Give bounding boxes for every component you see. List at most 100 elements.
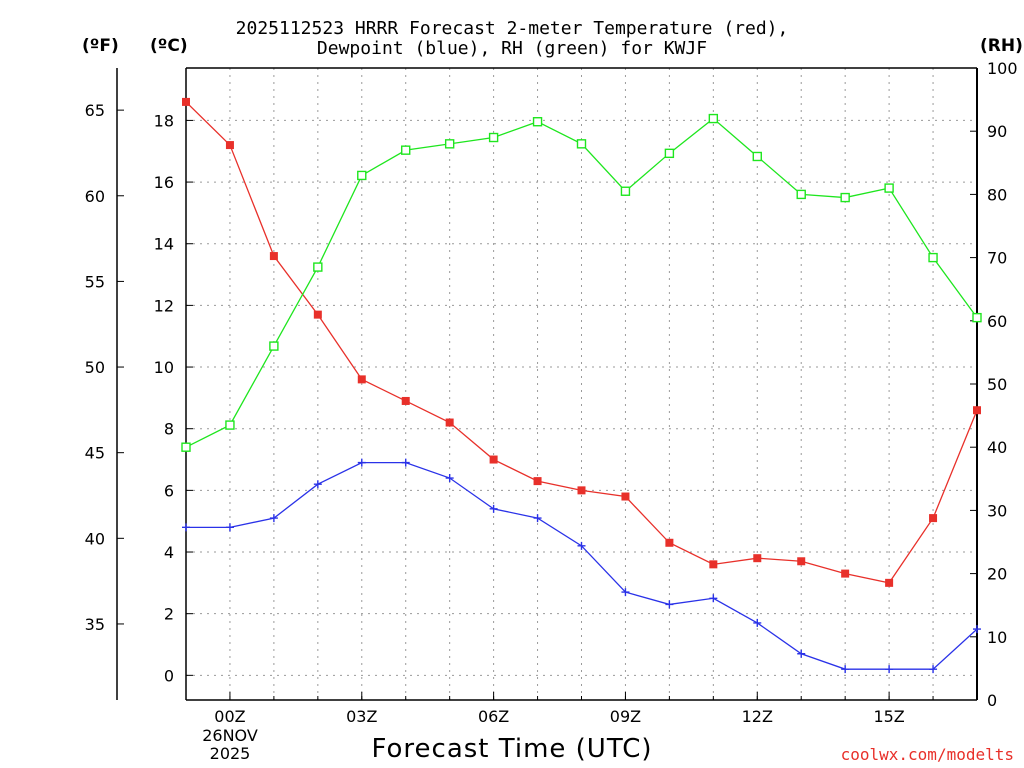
fahrenheit-tick-label: 60 <box>85 187 105 206</box>
rh-tick-label: 40 <box>987 438 1007 457</box>
celsius-tick-label: 12 <box>154 296 174 315</box>
2-meter-temperature-point <box>533 477 542 486</box>
2-meter-temperature-point <box>182 97 190 106</box>
2-meter-temperature-point <box>445 418 454 427</box>
x-tick-label: 09Z <box>610 707 641 726</box>
dewpoint-point <box>533 514 542 523</box>
fahrenheit-tick-label: 35 <box>85 615 105 634</box>
rh-unit-label: (RH) <box>980 36 1023 56</box>
2-meter-temperature-point <box>797 557 806 566</box>
rh-tick-label: 0 <box>987 691 997 710</box>
rh-point <box>357 170 367 181</box>
rh-point <box>620 186 631 196</box>
celsius-unit-label: (ºC) <box>150 36 188 56</box>
dewpoint-point <box>269 514 278 523</box>
rh-point <box>752 151 762 162</box>
dewpoint-point <box>929 665 938 674</box>
source-credit: coolwx.com/modelts <box>840 745 1014 764</box>
rh-tick-label: 50 <box>987 375 1007 394</box>
2-meter-temperature-point <box>357 375 366 384</box>
celsius-tick-label: 6 <box>164 481 174 500</box>
rh-point <box>401 145 411 155</box>
2-meter-temperature-point <box>841 569 850 578</box>
2-meter-temperature-point <box>665 538 674 547</box>
rh-point <box>928 252 938 263</box>
celsius-tick-label: 2 <box>164 605 174 624</box>
date-label-year: 2025 <box>209 744 251 763</box>
celsius-tick-label: 18 <box>154 111 174 130</box>
dewpoint-point <box>225 523 234 532</box>
chart-title-line2: Dewpoint (blue), RH (green) for KWJF <box>316 38 708 59</box>
rh-point <box>269 341 279 351</box>
rh-point <box>664 148 675 159</box>
dewpoint-point <box>182 523 190 532</box>
fahrenheit-tick-label: 45 <box>85 444 105 463</box>
dewpoint-point <box>841 665 850 674</box>
rh-point <box>225 420 235 430</box>
dewpoint-point <box>709 594 718 603</box>
2-meter-temperature-point <box>313 310 322 319</box>
x-tick-label: 12Z <box>742 707 773 726</box>
rh-point <box>796 189 806 200</box>
rh-point <box>884 183 894 193</box>
rh-point <box>488 132 499 143</box>
2-meter-temperature-point <box>753 554 762 563</box>
celsius-tick-label: 8 <box>164 420 174 439</box>
rh-point <box>532 117 543 127</box>
2-meter-temperature-point <box>621 492 630 501</box>
rh-point <box>576 139 587 149</box>
2-meter-temperature-point <box>577 486 586 495</box>
rh-tick-label: 10 <box>987 628 1007 647</box>
dewpoint-point <box>621 588 630 597</box>
dewpoint-point <box>665 600 674 609</box>
2-meter-temperature-point <box>709 560 718 569</box>
fahrenheit-unit-label: (ºF) <box>82 36 119 56</box>
chart-title-line1: 2025112523 HRRR Forecast 2-meter Tempera… <box>235 18 789 39</box>
dewpoint-point <box>885 665 894 674</box>
2-meter-temperature-point <box>401 396 410 405</box>
axes <box>116 67 978 701</box>
2-meter-temperature-point <box>269 252 278 261</box>
fahrenheit-tick-label: 40 <box>85 529 105 548</box>
rh-tick-label: 90 <box>987 122 1007 141</box>
celsius-tick-label: 10 <box>154 358 174 377</box>
rh-point <box>313 262 323 272</box>
rh-point <box>181 442 191 452</box>
rh-tick-label: 20 <box>987 565 1007 584</box>
rh-tick-label: 70 <box>987 249 1007 268</box>
celsius-tick-label: 4 <box>164 543 174 562</box>
celsius-tick-label: 14 <box>154 235 174 254</box>
fahrenheit-tick-label: 50 <box>85 358 105 377</box>
dewpoint-point <box>445 474 454 483</box>
x-tick-label: 03Z <box>346 707 377 726</box>
rh-series <box>181 113 982 452</box>
fahrenheit-tick-label: 55 <box>85 272 105 291</box>
date-label-day: 26NOV <box>202 726 258 745</box>
rh-point <box>708 113 719 124</box>
dewpoint-point <box>797 649 806 658</box>
2-meter-temperature-point <box>225 141 234 150</box>
2-meter-temperature-point <box>973 406 981 415</box>
dewpoint-point <box>401 458 410 467</box>
fahrenheit-tick-label: 65 <box>85 101 105 120</box>
dewpoint-point <box>313 480 322 489</box>
rh-tick-label: 100 <box>987 59 1018 78</box>
dewpoint-point <box>489 504 498 513</box>
rh-point <box>444 139 455 149</box>
celsius-tick-label: 16 <box>154 173 174 192</box>
2-meter-temperature-point <box>489 455 498 464</box>
data-series <box>181 97 982 674</box>
dewpoint-point <box>577 541 586 550</box>
tick-labels: 0 2 4 6 8 10 12 14 16 18 35 40 45 50 55 60 65 0 10 20 30 40 50… <box>85 59 1018 726</box>
x-axis-title: Forecast Time (UTC) <box>371 734 653 764</box>
dewpoint-point <box>357 458 366 467</box>
rh-tick-label: 60 <box>987 312 1007 331</box>
2-meter-temperature-series <box>182 97 981 587</box>
grid-lines <box>186 68 977 700</box>
x-tick-label: 00Z <box>214 707 245 726</box>
rh-tick-label: 30 <box>987 501 1007 520</box>
dewpoint-series <box>182 458 981 674</box>
dewpoint-point <box>753 618 762 627</box>
dewpoint-point <box>973 625 981 634</box>
